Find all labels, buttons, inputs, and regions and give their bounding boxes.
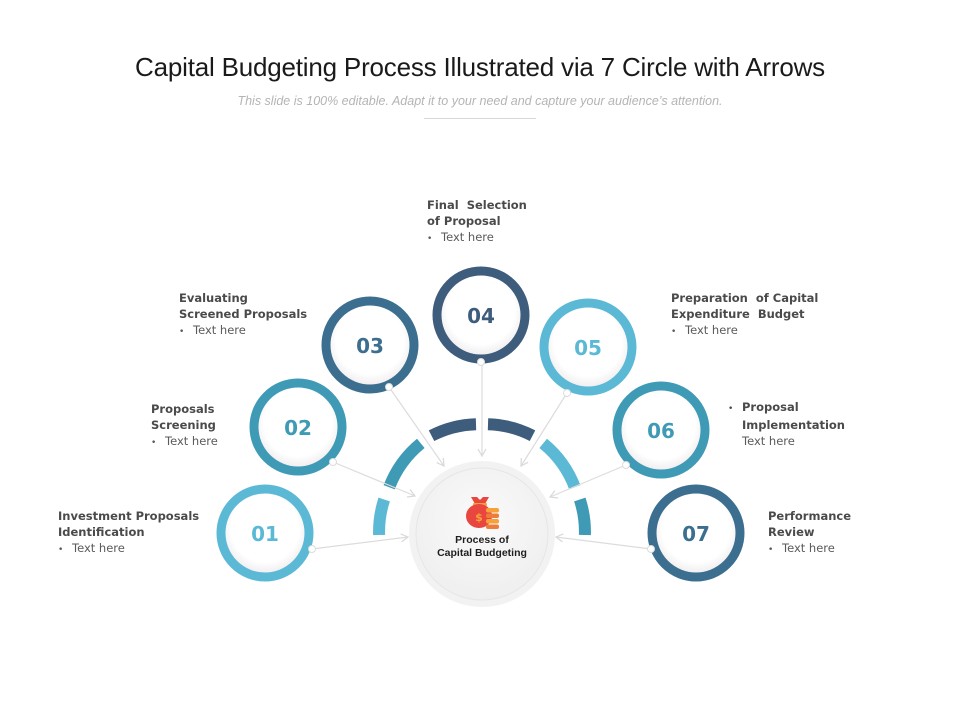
step-description: Text here xyxy=(58,540,199,558)
connector-05 xyxy=(520,392,568,468)
step-number: 07 xyxy=(682,522,710,546)
step-description: Text here xyxy=(151,433,218,451)
step-number: 04 xyxy=(467,304,495,328)
step-label-07: Performance Review Text here xyxy=(768,508,851,558)
step-title-line2: Implementation xyxy=(742,418,845,432)
step-label-02: Proposals Screening Text here xyxy=(151,401,218,451)
step-title-line1: Evaluating xyxy=(179,291,248,305)
step-number: 02 xyxy=(284,416,312,440)
connector-02 xyxy=(332,461,417,498)
step-title-line2: of Proposal xyxy=(427,214,501,228)
step-title-line1: Proposals xyxy=(151,402,215,416)
step-title-line2: Expenditure Budget xyxy=(671,307,805,321)
connector-07 xyxy=(554,533,652,550)
connectors xyxy=(311,362,652,550)
step-title-line2: Screened Proposals xyxy=(179,307,308,321)
center-label-line2: Capital Budgeting xyxy=(437,547,527,559)
step-number: 05 xyxy=(574,336,602,360)
connector-03 xyxy=(388,386,445,467)
step-number: 06 xyxy=(647,419,675,443)
center-label: Process of Capital Budgeting xyxy=(410,534,554,560)
step-circle-07[interactable]: 07 xyxy=(647,484,745,582)
step-label-05: Preparation of Capital Expenditure Budge… xyxy=(671,290,818,340)
step-description: Text here xyxy=(427,229,527,247)
svg-text:$: $ xyxy=(475,511,483,524)
step-title-line1: Preparation of Capital xyxy=(671,291,819,305)
step-circle-02[interactable]: 02 xyxy=(249,378,347,476)
step-number: 01 xyxy=(251,522,279,546)
slide-title: Capital Budgeting Process Illustrated vi… xyxy=(135,52,825,82)
step-title-line2: Identification xyxy=(58,525,145,539)
step-circle-05[interactable]: 05 xyxy=(539,298,637,397)
step-label-04: Final Selection of Proposal Text here xyxy=(427,197,527,247)
step-description: Text here xyxy=(742,434,795,448)
step-title-line1-text: Proposal xyxy=(742,400,799,414)
connector-06 xyxy=(548,464,627,499)
arc-segment-6 xyxy=(574,497,591,536)
step-description: Text here xyxy=(179,322,307,340)
step-title-line2: Review xyxy=(768,525,815,539)
step-description: Text here xyxy=(671,322,818,340)
segmented-arc xyxy=(373,418,591,536)
title-divider xyxy=(424,118,536,119)
step-circle-06[interactable]: 06 xyxy=(612,381,710,479)
step-label-01: Investment Proposals Identification Text… xyxy=(58,508,199,558)
step-circle-01[interactable]: 01 xyxy=(216,484,316,582)
step-label-06: • Proposal Implementation Text here xyxy=(728,399,845,449)
center-hub: $ xyxy=(409,461,555,607)
connector-01 xyxy=(311,533,410,550)
step-number: 03 xyxy=(356,334,384,358)
arc-segment-4 xyxy=(487,418,536,442)
step-title-line1: • Proposal xyxy=(728,400,799,414)
step-title-line1: Investment Proposals xyxy=(58,509,200,523)
step-label-03: Evaluating Screened Proposals Text here xyxy=(179,290,307,340)
step-circle-04[interactable]: 04 xyxy=(432,266,530,366)
step-title-line2: Screening xyxy=(151,418,216,432)
arc-segment-3 xyxy=(428,418,477,442)
step-title-line1: Final Selection xyxy=(427,198,527,212)
money-bag-icon: $ xyxy=(466,497,499,529)
step-circle-03[interactable]: 03 xyxy=(321,296,419,394)
arc-segment-5 xyxy=(539,438,581,490)
slide-subtitle: This slide is 100% editable. Adapt it to… xyxy=(237,94,723,108)
step-title-line1: Performance xyxy=(768,509,852,523)
center-label-line1: Process of xyxy=(455,534,509,546)
arc-segment-2 xyxy=(383,438,425,490)
arc-segment-1 xyxy=(373,497,390,536)
step-description: Text here xyxy=(768,540,851,558)
